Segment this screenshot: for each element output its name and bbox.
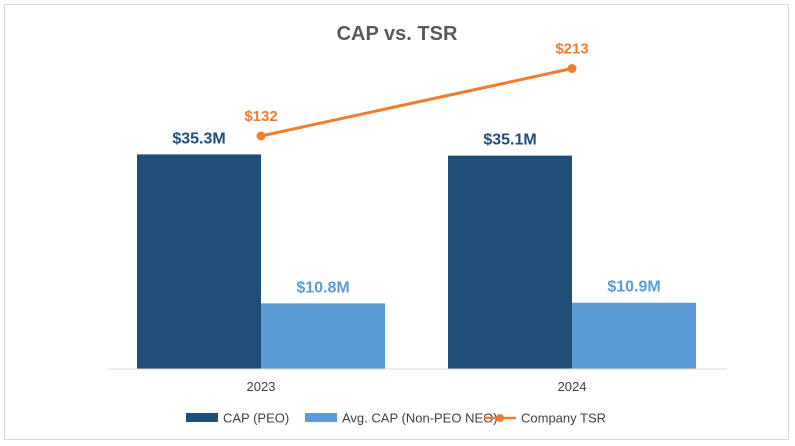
data-label-tsr-2024: $213: [555, 41, 588, 58]
legend-label-2: Company TSR: [521, 411, 606, 426]
tsr-point-2024: [567, 64, 577, 73]
tsr-point-2023: [256, 131, 266, 141]
bar-cap-peo-2023: [137, 154, 261, 369]
x-tick-label-2023: 2023: [247, 379, 276, 394]
data-label-cap-neo-2024: $10.9M: [607, 279, 660, 296]
data-label-cap-neo-2023: $10.8M: [296, 279, 349, 296]
legend-swatch-0: [186, 413, 218, 422]
legend-label-0: CAP (PEO): [223, 411, 289, 426]
legend: CAP (PEO) Avg. CAP (Non-PEO NEO) Company T…: [186, 411, 606, 426]
x-tick-labels: 2023 2024: [247, 379, 587, 394]
x-tick-label-2024: 2024: [558, 379, 587, 394]
bar-cap-neo-2023: [261, 303, 385, 369]
legend-swatch-1: [305, 413, 337, 422]
legend-label-1: Avg. CAP (Non-PEO NEO): [342, 411, 498, 426]
data-label-cap-peo-2024: $35.1M: [483, 132, 536, 149]
tsr-line: [260, 67, 573, 138]
bar-cap-neo-2024: [572, 302, 696, 369]
data-label-tsr-2023: $132: [244, 108, 277, 125]
tsr-line-group: $132 $213: [244, 41, 589, 141]
legend-swatch-marker-2: [496, 414, 504, 422]
bar-cap-peo-2024: [448, 155, 572, 369]
chart-title: CAP vs. TSR: [337, 23, 458, 45]
data-label-cap-peo-2023: $35.3M: [172, 130, 225, 147]
bars-group: $35.3M $10.8M $35.1M $10.9M: [137, 130, 696, 369]
